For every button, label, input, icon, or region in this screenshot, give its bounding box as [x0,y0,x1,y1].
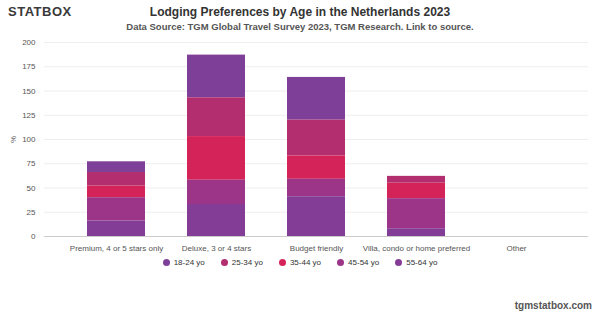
html-text:STATBOX: STATBOX [8,4,72,19]
svg-text:100: 100 [22,135,36,144]
svg-text:Budget friendly: Budget friendly [290,244,343,253]
html-text:Lodging Preferences by Age in: Lodging Preferences by Age in the Nether… [149,5,451,19]
svg-text:175: 175 [22,62,36,71]
svg-text:75: 75 [27,159,36,168]
html-text:tgmstatbox.com: tgmstatbox.com [514,300,592,311]
svg-text:200: 200 [22,38,36,47]
svg-text:0: 0 [31,232,36,241]
html-text:55-64 yo: 55-64 yo [406,258,438,267]
html-text:Data Source: TGM Global Travel: Data Source: TGM Global Travel Survey 20… [126,21,474,32]
svg-text:50: 50 [27,184,36,193]
html-text:45-54 yo: 45-54 yo [348,258,380,267]
svg-text:Villa, condo or home preferred: Villa, condo or home preferred [363,244,470,253]
svg-text:150: 150 [22,87,36,96]
svg-text:Premium, 4 or 5 stars only: Premium, 4 or 5 stars only [70,244,163,253]
html-text:18-24 yo: 18-24 yo [173,258,205,267]
svg-text:125: 125 [22,111,36,120]
html-text:25-34 yo: 25-34 yo [231,258,263,267]
html-text:35-44 yo: 35-44 yo [289,258,322,267]
svg-text:25: 25 [27,208,36,217]
svg-text:Other: Other [506,244,526,253]
svg-text:%: % [9,136,18,143]
svg-text:Deluxe, 3 or 4 stars: Deluxe, 3 or 4 stars [182,244,251,253]
